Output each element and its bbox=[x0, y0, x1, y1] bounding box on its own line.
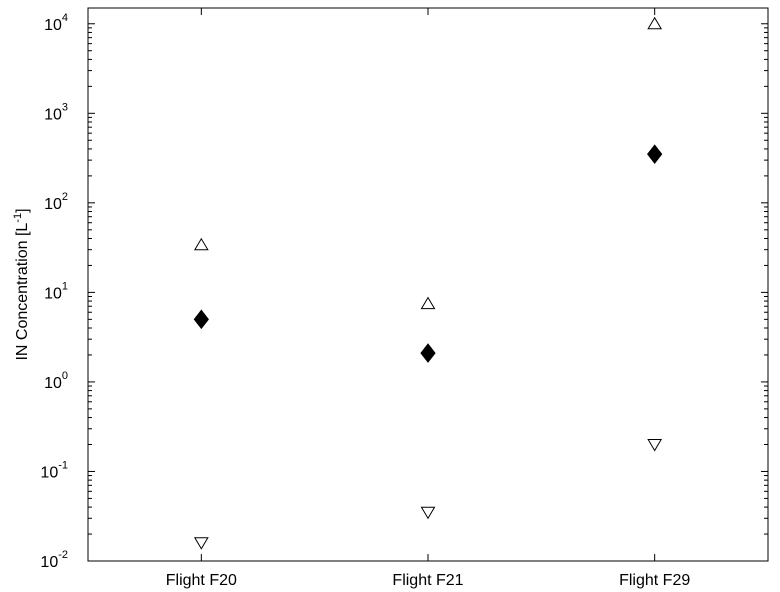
y-tick-label: 10-2 bbox=[40, 549, 68, 571]
y-axis-label-superscript: -1 bbox=[12, 213, 24, 223]
axes bbox=[87, 7, 769, 562]
upper-bound-marker bbox=[193, 237, 209, 251]
data-marks bbox=[193, 16, 663, 550]
upper-bound-marker bbox=[647, 16, 663, 30]
plot-frame bbox=[87, 7, 769, 562]
y-tick-label: 104 bbox=[44, 12, 68, 34]
x-axis-ticks: Flight F20 Flight F21 Flight F29 bbox=[166, 8, 690, 589]
y-tick-label: 102 bbox=[44, 191, 68, 213]
lower-bound-marker bbox=[420, 506, 436, 520]
lower-bound-marker bbox=[647, 439, 663, 452]
y-axis-ticks: 10-2 10-1 100 101 102 103 104 bbox=[40, 12, 768, 571]
median-marker bbox=[193, 309, 209, 330]
y-tick-label: 10-1 bbox=[40, 459, 68, 481]
median-marker bbox=[647, 144, 663, 164]
y-axis-label-prefix: IN Concentration [L bbox=[14, 223, 31, 361]
x-tick-label: Flight F21 bbox=[392, 572, 463, 589]
x-tick-label: Flight F29 bbox=[619, 572, 690, 589]
y-tick-label: 100 bbox=[44, 370, 68, 392]
upper-bound-marker bbox=[420, 296, 436, 310]
y-axis-label-suffix: ] bbox=[14, 208, 31, 212]
x-tick-label: Flight F20 bbox=[166, 572, 237, 589]
lower-bound-marker bbox=[193, 537, 209, 550]
y-axis-label: IN Concentration [L-1] bbox=[12, 208, 31, 360]
y-tick-label: 101 bbox=[44, 280, 68, 302]
y-tick-label: 103 bbox=[44, 101, 68, 123]
median-marker bbox=[420, 343, 436, 363]
